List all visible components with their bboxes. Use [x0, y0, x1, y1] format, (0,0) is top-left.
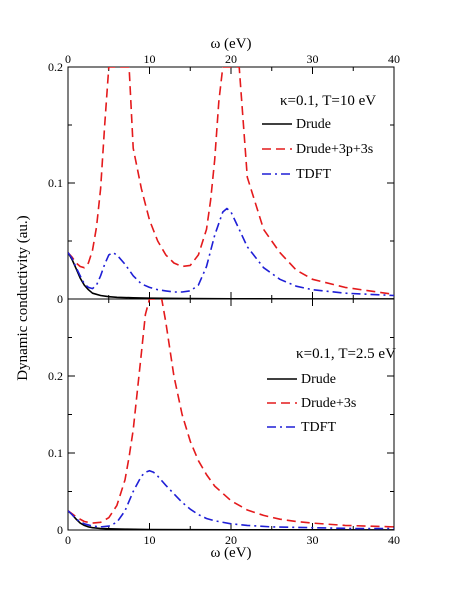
top-x-tick-label: 10: [144, 52, 156, 66]
top-x-tick-label: 40: [388, 52, 400, 66]
y-tick-label: 0: [57, 523, 63, 537]
bottom-x-tick-label: 10: [144, 533, 156, 547]
bottom-x-tick-label: 0: [65, 533, 71, 547]
bottom-legend: Drude Drude+3s TDFT: [267, 372, 356, 435]
y-tick-label: 0: [57, 292, 63, 306]
legend-label: Drude: [296, 117, 331, 132]
top-legend: Drude Drude+3p+3s TDFT: [262, 117, 373, 182]
y-tick-label: 0.2: [48, 369, 63, 383]
legend-label: Drude: [301, 372, 336, 387]
y-tick-label: 0.1: [48, 446, 63, 460]
y-axis-label: Dynamic conductivity (au.): [15, 215, 31, 380]
bottom-panel-frame: [67, 298, 395, 531]
top-panel: 0 10 20 30 40 0 0.1 0.2: [48, 52, 400, 306]
series-line-drude-3s: [68, 299, 394, 528]
series-line-tdft: [68, 207, 394, 297]
bottom-x-tick-label: 40: [388, 533, 400, 547]
bottom-panel: 0 10 20 30 40 0 0.1 0.2: [48, 298, 400, 547]
bottom-x-axis-label: ω (eV): [210, 545, 251, 561]
top-x-tick-label: 30: [307, 52, 319, 66]
y-tick-label: 0.2: [48, 60, 63, 74]
top-x-axis-label: ω (eV): [210, 36, 251, 52]
series-group: [68, 67, 394, 299]
top-x-tick-label: 20: [225, 52, 237, 66]
bottom-x-tick-label: 30: [307, 533, 319, 547]
series-group: [68, 299, 394, 530]
y-tick-label: 0.1: [48, 176, 63, 190]
top-x-tick-label: 0: [65, 52, 71, 66]
bottom-panel-annotation: κ=0.1, T=2.5 eV: [296, 346, 396, 362]
series-line-tdft: [68, 469, 394, 530]
bottom-x-tick-label: 20: [225, 533, 237, 547]
legend-label: Drude+3p+3s: [296, 142, 373, 157]
legend-label: TDFT: [296, 167, 331, 182]
legend-label: TDFT: [301, 420, 336, 435]
legend-label: Drude+3s: [301, 396, 356, 411]
top-panel-annotation: κ=0.1, T=10 eV: [280, 93, 376, 109]
series-line-drude: [68, 252, 394, 299]
